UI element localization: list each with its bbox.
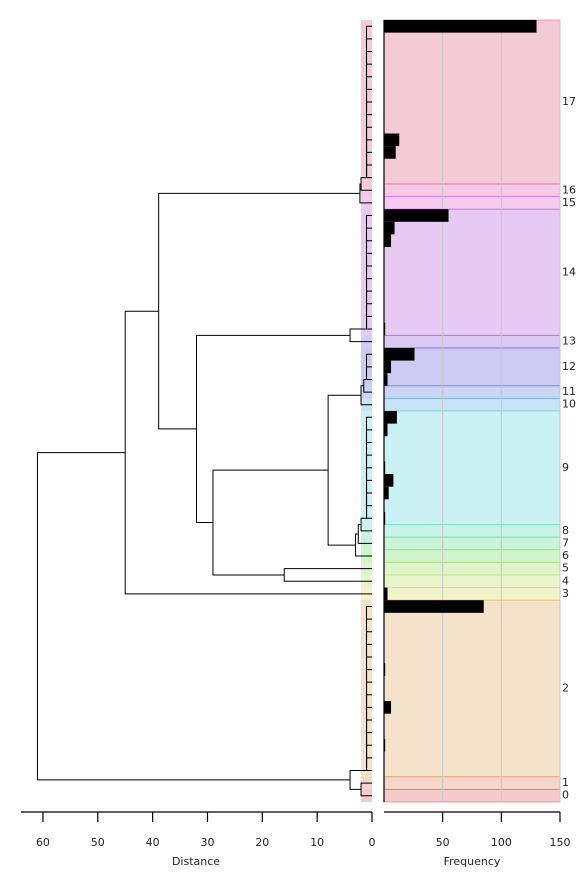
- dendrogram-link: [366, 215, 372, 330]
- x-tick-label: 60: [36, 836, 50, 849]
- dendrogram-link: [366, 606, 372, 771]
- cluster-label: 1: [562, 776, 569, 789]
- x-tick-label: 40: [146, 836, 160, 849]
- cluster-label: 15: [562, 196, 576, 209]
- cluster-band: [383, 561, 561, 576]
- cluster-label: 12: [562, 360, 576, 373]
- x-tick-label: 100: [491, 836, 512, 849]
- cluster-label: 6: [562, 549, 569, 562]
- bar: [384, 209, 449, 222]
- x-tick-label: 30: [200, 836, 214, 849]
- dendrogram-link: [124, 310, 372, 595]
- cluster-label: 0: [562, 789, 569, 802]
- dendrogram-link: [212, 469, 329, 576]
- cluster-label: 2: [562, 681, 569, 694]
- cluster-label: 9: [562, 461, 569, 474]
- x-tick-label: 0: [369, 836, 376, 849]
- bar: [384, 701, 392, 714]
- dendrogram-link: [36, 452, 351, 781]
- cluster-label: 17: [562, 95, 576, 108]
- cluster-label: 8: [562, 524, 569, 537]
- cluster-band: [383, 599, 561, 778]
- bar: [384, 20, 537, 33]
- dendrogram-link: [349, 328, 372, 343]
- bar: [384, 146, 396, 159]
- dendrogram-link: [283, 568, 372, 582]
- cluster-band: [383, 549, 561, 563]
- dendrogram-link: [355, 533, 372, 557]
- cluster-band: [383, 19, 561, 185]
- x-tick-label: 10: [310, 836, 324, 849]
- x-tick-label: 50: [91, 836, 105, 849]
- cluster-band: [383, 776, 561, 790]
- cluster-band: [383, 788, 561, 803]
- bar: [384, 411, 397, 424]
- bar: [384, 373, 388, 386]
- cluster-band: [383, 536, 561, 551]
- cluster-label: 13: [562, 335, 576, 348]
- bar: [384, 133, 400, 147]
- cluster-label: 3: [562, 587, 569, 600]
- cluster-band: [383, 385, 561, 399]
- bar: [384, 423, 388, 437]
- cluster-band: [383, 183, 561, 197]
- cluster-label: 7: [562, 536, 569, 549]
- bar: [384, 600, 484, 613]
- cluster-label: 11: [562, 385, 576, 398]
- cluster-band: [383, 574, 561, 588]
- x-tick-label: 20: [255, 836, 269, 849]
- dendrogram-link: [158, 192, 360, 430]
- cluster-label: 10: [562, 398, 576, 411]
- dendrogram-link: [366, 416, 372, 519]
- dendrogram-link: [366, 353, 372, 380]
- bar: [384, 221, 395, 235]
- x-tick-label: 50: [436, 836, 450, 849]
- bar: [384, 360, 392, 374]
- cluster-band: [383, 334, 561, 349]
- x-tick-label: 150: [550, 836, 571, 849]
- cluster-band: [383, 410, 561, 525]
- dendrogram-link: [349, 769, 367, 790]
- x-axis-label: Distance: [172, 855, 220, 868]
- dendrogram-link: [196, 334, 351, 523]
- bar: [384, 234, 392, 248]
- cluster-band: [383, 196, 561, 210]
- cluster-band: [383, 587, 561, 601]
- cluster-band: [383, 208, 561, 336]
- cluster-label: 16: [562, 183, 576, 196]
- cluster-label: 14: [562, 265, 576, 278]
- bar: [384, 347, 415, 361]
- bar: [384, 486, 389, 500]
- cluster-label: 4: [562, 574, 569, 587]
- cluster-band: [383, 397, 561, 412]
- dendrogram-link: [327, 394, 362, 546]
- cluster-band: [383, 524, 561, 538]
- x-axis-label: Frequency: [444, 855, 501, 868]
- bar: [384, 474, 394, 487]
- cluster-label: 5: [562, 562, 569, 575]
- dendrogram-link: [366, 25, 372, 178]
- bar: [384, 587, 388, 601]
